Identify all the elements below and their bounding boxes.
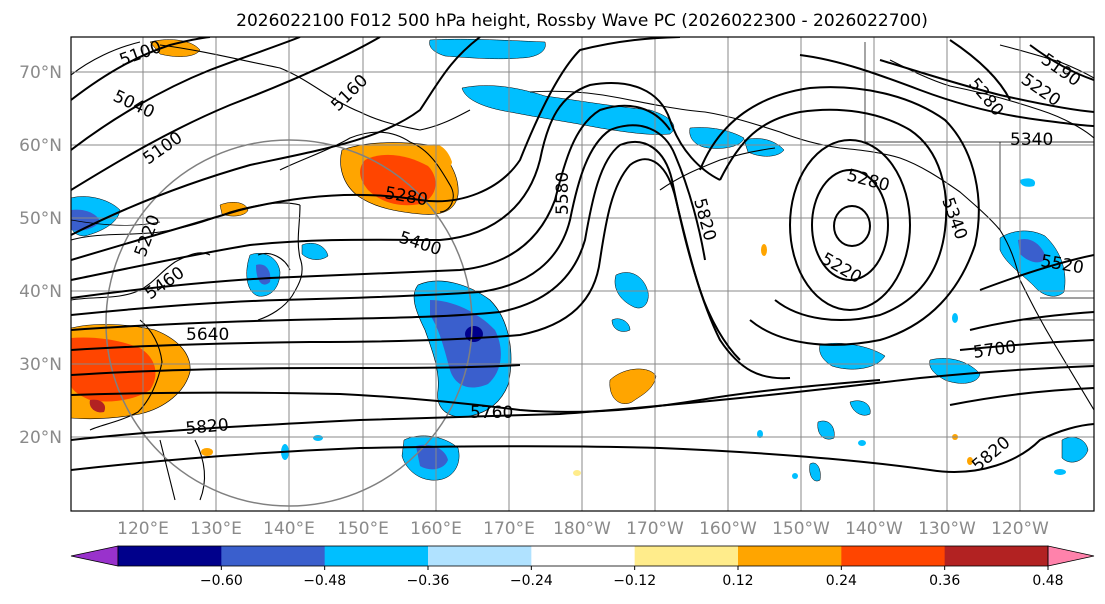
lon-label: 140°W <box>845 519 903 539</box>
colorbar-tick-label: −0.36 <box>407 573 450 589</box>
lon-label: 170°W <box>626 519 684 539</box>
colorbar-segment <box>324 546 429 566</box>
contour-label: 5340 <box>1010 130 1053 150</box>
lat-label: 70°N <box>19 63 62 83</box>
colorbar-segment <box>738 546 842 566</box>
colorbar-segment <box>944 546 1049 566</box>
lat-label: 30°N <box>19 355 62 375</box>
lat-label: 20°N <box>19 428 62 448</box>
lon-label: 150°E <box>337 519 389 539</box>
map-title: 2026022100 F012 500 hPa height, Rossby W… <box>236 11 928 31</box>
lon-label: 160°E <box>410 519 462 539</box>
map-panel: 5100 5040 5160 5100 5220 5280 5400 5460 … <box>70 36 1095 512</box>
lon-label: 130°W <box>918 519 976 539</box>
colorbar-tick-label: 0.48 <box>1032 573 1063 589</box>
contour-label: 5580 <box>553 172 573 215</box>
colorbar-segment <box>841 546 946 566</box>
lat-label: 50°N <box>19 209 62 229</box>
lon-label: 130°E <box>190 519 242 539</box>
longitude-labels: 120°E 130°E 140°E 150°E 160°E 170°E 180°… <box>117 519 1049 539</box>
colorbar-segment <box>634 546 739 566</box>
contour-label: 5760 <box>470 403 513 423</box>
colorbar-tick-label: 0.24 <box>826 573 857 589</box>
colorbar-extend-high <box>1047 545 1095 567</box>
lon-label: 170°E <box>483 519 535 539</box>
height-contours <box>71 37 1094 473</box>
colorbar-tick-label: 0.36 <box>929 573 960 589</box>
colorbar-segment <box>118 546 222 566</box>
colorbar-tick-label: −0.12 <box>613 573 656 589</box>
latitude-labels: 70°N 60°N 50°N 40°N 30°N 20°N <box>19 63 62 448</box>
lon-label: 120°W <box>991 519 1049 539</box>
lon-label: 150°W <box>772 519 830 539</box>
region-circle <box>105 139 473 507</box>
colorbar-tick-label: −0.60 <box>200 573 243 589</box>
contour-label: 5820 <box>185 415 230 439</box>
lat-label: 40°N <box>19 282 62 302</box>
lon-label: 120°E <box>117 519 169 539</box>
contour-label: 5640 <box>186 325 229 345</box>
lon-label: 180°W <box>553 519 611 539</box>
colorbar-extend-low <box>70 545 119 567</box>
colorbar-segment <box>531 546 636 566</box>
lat-label: 60°N <box>19 136 62 156</box>
lon-label: 140°E <box>263 519 315 539</box>
colorbar-tick-label: −0.48 <box>303 573 346 589</box>
colorbar: −0.60 −0.48 −0.36 −0.24 −0.12 0.12 0.24 0.36 0.4… <box>70 545 1095 589</box>
colorbar-segment <box>428 546 532 566</box>
colorbar-tick-label: 0.12 <box>722 573 753 589</box>
lon-label: 160°W <box>699 519 757 539</box>
colorbar-tick-label: −0.24 <box>510 573 553 589</box>
colorbar-segment <box>221 546 326 566</box>
